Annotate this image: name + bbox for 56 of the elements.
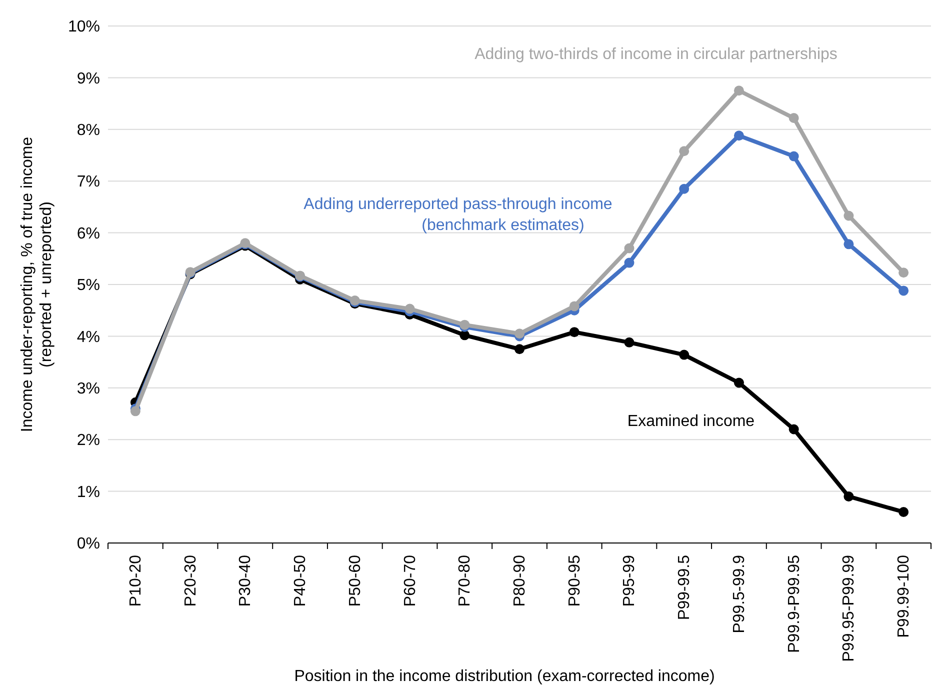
point bbox=[569, 301, 580, 312]
y-tick-label: 5% bbox=[76, 277, 100, 294]
point bbox=[734, 86, 744, 96]
point bbox=[624, 243, 634, 254]
point bbox=[898, 286, 909, 296]
x-tick-label: P95-99 bbox=[621, 554, 638, 607]
point bbox=[679, 350, 690, 360]
x-tick-label: P90-95 bbox=[566, 554, 584, 607]
series-label: Examined income bbox=[627, 413, 755, 430]
x-tick-label: P60-70 bbox=[402, 554, 419, 607]
point bbox=[898, 268, 909, 278]
y-tick-label: 0% bbox=[76, 536, 100, 553]
point bbox=[898, 506, 909, 517]
point bbox=[569, 327, 580, 338]
x-tick-label: P30-40 bbox=[237, 554, 254, 607]
y-axis-title: Income under-reporting, % of true income (reported + unreported) bbox=[19, 136, 55, 432]
x-tick-label: P20-30 bbox=[182, 554, 200, 607]
x-tick-label: P99-99.5 bbox=[676, 554, 694, 620]
x-tick-label: P80-90 bbox=[512, 554, 528, 607]
x-tick-label: P99.5-99.9 bbox=[730, 554, 748, 634]
x-tick-label: P40-50 bbox=[292, 554, 310, 607]
point bbox=[679, 184, 690, 194]
point bbox=[734, 130, 744, 141]
point bbox=[734, 378, 744, 388]
point bbox=[844, 210, 854, 221]
point bbox=[844, 491, 854, 502]
point bbox=[460, 330, 470, 340]
y-tick-label: 1% bbox=[76, 484, 100, 501]
point bbox=[788, 113, 799, 124]
y-tick-label: 9% bbox=[76, 70, 100, 88]
point bbox=[514, 344, 524, 354]
point bbox=[679, 146, 690, 156]
y-tick-label: 7% bbox=[76, 174, 100, 191]
x-tick-label: P70-80 bbox=[456, 554, 474, 607]
x-axis-title: Position in the income distribution (exam-corrected income) bbox=[294, 668, 715, 685]
y-tick-label: 2% bbox=[76, 432, 100, 450]
x-tick-label: P50-60 bbox=[346, 554, 364, 607]
series-label: Adding underreported pass-through income (benchmark estimates) bbox=[304, 196, 612, 234]
point bbox=[624, 258, 634, 268]
y-tick-label: 3% bbox=[76, 380, 100, 398]
x-tick-label: P99.95-P99.99 bbox=[840, 554, 858, 662]
point bbox=[130, 406, 140, 416]
y-tick-label: 4% bbox=[76, 328, 100, 346]
x-tick-label: P10-20 bbox=[127, 554, 144, 607]
point bbox=[788, 424, 799, 434]
point bbox=[624, 337, 634, 348]
y-tick-label: 8% bbox=[76, 122, 100, 139]
point bbox=[404, 304, 415, 314]
text: Adding two-thirds of income in circular partnerships bbox=[474, 46, 838, 63]
x-tick-label: P99.9-P99.95 bbox=[786, 554, 803, 653]
point bbox=[844, 239, 854, 250]
point bbox=[788, 151, 799, 162]
y-tick-label: 10% bbox=[68, 18, 100, 36]
point bbox=[514, 328, 524, 339]
y-tick-label: 6% bbox=[76, 225, 100, 242]
x-tick-label: P99.99-100 bbox=[896, 554, 913, 638]
